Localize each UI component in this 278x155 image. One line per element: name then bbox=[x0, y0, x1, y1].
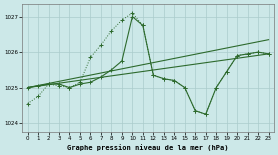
X-axis label: Graphe pression niveau de la mer (hPa): Graphe pression niveau de la mer (hPa) bbox=[67, 144, 229, 151]
